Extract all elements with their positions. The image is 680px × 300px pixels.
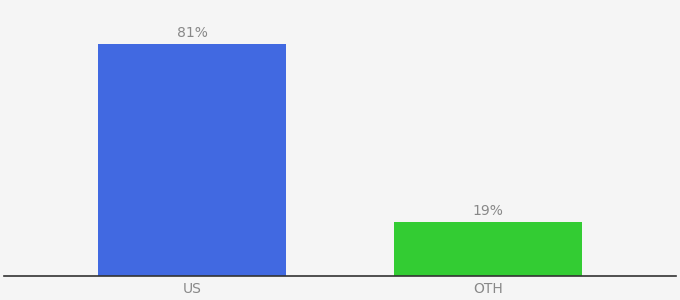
Text: 81%: 81%	[177, 26, 207, 40]
Text: 19%: 19%	[473, 204, 503, 218]
Bar	[394, 222, 582, 276]
Bar	[98, 44, 286, 276]
